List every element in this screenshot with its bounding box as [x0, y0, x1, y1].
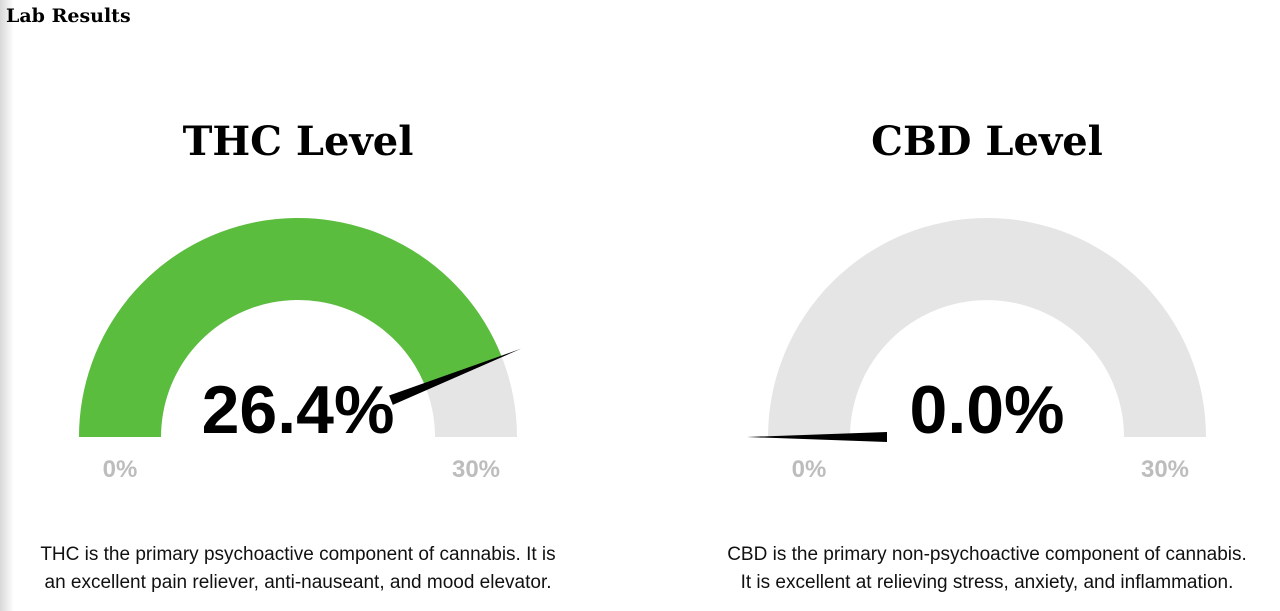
- section-title: Lab Results: [6, 5, 131, 27]
- gauge-tick-label: 0%: [103, 456, 138, 483]
- gauge-title: THC Level: [183, 118, 414, 165]
- gauge-tick-label: 30%: [452, 456, 500, 483]
- gauge-value: 0.0%: [910, 372, 1065, 448]
- gauge-description: CBD is the primary non-psychoactive comp…: [727, 544, 1247, 565]
- edge-shadow: [0, 0, 14, 611]
- gauge-needle: [747, 432, 887, 442]
- gauge-tick-label: 30%: [1141, 456, 1189, 483]
- gauge-description: THC is the primary psychoactive componen…: [40, 544, 555, 565]
- gauge-description: an excellent pain reliever, anti-nausean…: [45, 572, 552, 593]
- gauge-needle: [389, 348, 522, 405]
- gauge-tick-label: 0%: [792, 456, 827, 483]
- gauge-description: It is excellent at relieving stress, anx…: [741, 572, 1234, 593]
- gauge-title: CBD Level: [871, 118, 1103, 165]
- gauge-track: [768, 218, 1206, 437]
- gauge-fill: [79, 218, 502, 437]
- gauge-value: 26.4%: [202, 372, 395, 448]
